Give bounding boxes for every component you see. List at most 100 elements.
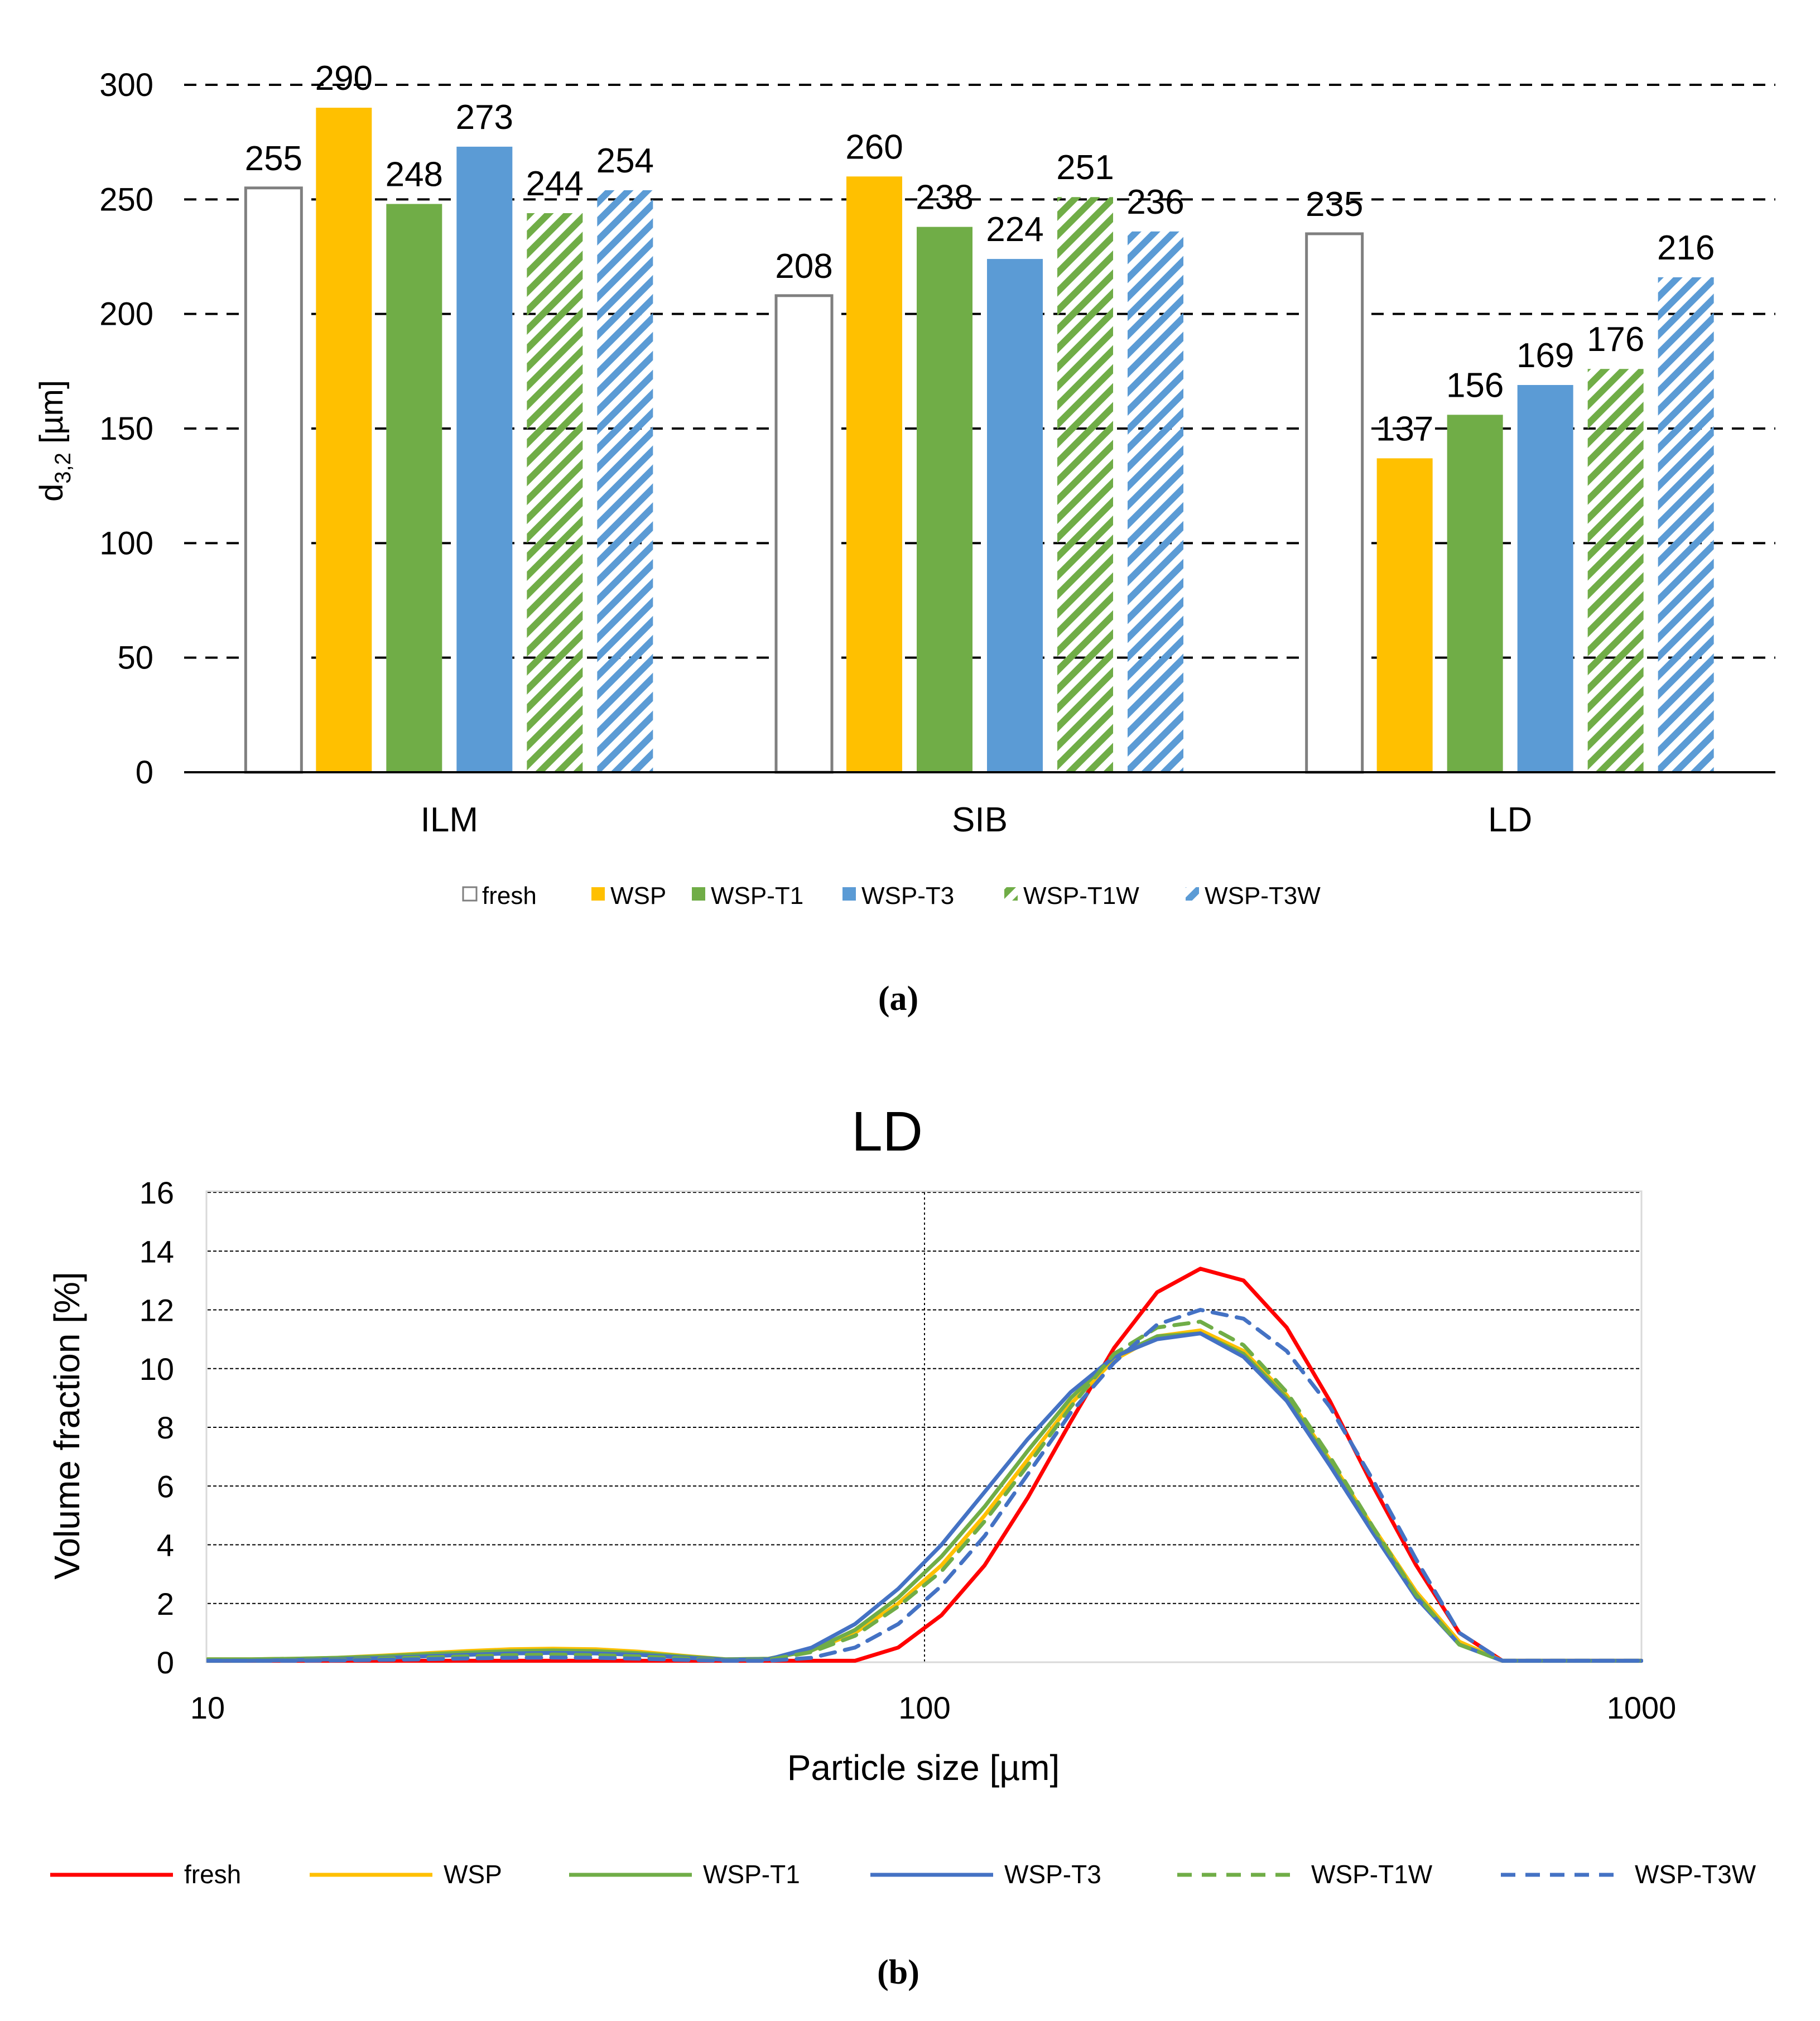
b-y-axis-title: Volume fraction [%] bbox=[47, 1272, 87, 1579]
a-data-label: 251 bbox=[1056, 148, 1114, 187]
a-legend-label: WSP-T3W bbox=[1205, 882, 1321, 910]
a-y-axis-title-sub: 3,2 bbox=[51, 453, 75, 484]
b-line-wsp-t3w bbox=[206, 1308, 1643, 1663]
b-line-wsp-t1 bbox=[206, 1331, 1643, 1663]
b-y-tick-label: 14 bbox=[139, 1234, 174, 1269]
b-y-tick-label: 12 bbox=[139, 1293, 174, 1328]
a-data-label: 273 bbox=[456, 98, 513, 137]
line-chart-panel: LD 0 2 4 6 8 10 12 14 16 10 100 1000 Particle size… bbox=[47, 1100, 1756, 1991]
a-y-tick-label: 150 bbox=[99, 411, 153, 447]
b-legend-label: WSP-T1W bbox=[1311, 1860, 1433, 1889]
b-x-tick-label: 100 bbox=[898, 1690, 950, 1725]
a-data-label: 137 bbox=[1376, 410, 1433, 448]
a-bar-wsp-t1w bbox=[1057, 197, 1113, 772]
b-y-tick-label: 4 bbox=[157, 1528, 174, 1563]
a-legend-label: WSP-T3 bbox=[861, 882, 954, 910]
a-gridlines bbox=[184, 84, 1775, 659]
a-legend-label: WSP-T1 bbox=[711, 882, 803, 910]
b-plot-border bbox=[205, 1190, 1643, 1663]
a-data-label: 235 bbox=[1306, 185, 1363, 224]
a-legend-swatch-wsp-t3w bbox=[1186, 887, 1199, 901]
b-chart-title: LD bbox=[851, 1100, 923, 1163]
a-bar-wsp-t3 bbox=[1517, 384, 1573, 772]
a-bar-wsp bbox=[316, 108, 372, 773]
a-category-label: ILM bbox=[421, 801, 478, 839]
a-bars bbox=[244, 108, 1714, 774]
a-category-label: SIB bbox=[952, 801, 1008, 839]
a-y-tick-label: 0 bbox=[136, 754, 153, 791]
a-y-axis-title-unit: [µm] bbox=[33, 380, 70, 453]
a-y-tick-label: 100 bbox=[99, 525, 153, 561]
b-legend-label: WSP-T3 bbox=[1004, 1860, 1101, 1889]
b-y-tick-label: 2 bbox=[157, 1586, 174, 1621]
a-bar-fresh bbox=[244, 186, 303, 774]
b-legend: fresh WSP WSP-T1 WSP-T3 WSP-T1W WSP-T3W bbox=[50, 1860, 1756, 1889]
a-data-label: 208 bbox=[775, 247, 832, 286]
b-line-fresh bbox=[206, 1267, 1643, 1663]
a-legend-label: fresh bbox=[482, 882, 537, 910]
b-line-wsp-t1w bbox=[206, 1320, 1643, 1663]
a-data-label: 169 bbox=[1516, 336, 1574, 375]
a-bar-wsp-t3 bbox=[987, 259, 1043, 772]
a-y-axis-title: d3,2 [µm] bbox=[33, 380, 75, 502]
a-y-axis-title-main: d bbox=[33, 484, 70, 502]
a-bar-wsp-t1 bbox=[917, 227, 972, 772]
b-legend-label: fresh bbox=[184, 1860, 241, 1889]
a-data-label: 238 bbox=[916, 179, 973, 217]
a-y-tick-labels: 0 50 100 150 200 250 300 bbox=[99, 67, 153, 791]
a-legend-label: WSP-T1W bbox=[1023, 882, 1139, 910]
a-legend-swatch-fresh bbox=[462, 886, 478, 902]
a-bar-wsp-t1 bbox=[386, 204, 442, 773]
a-bar-wsp-t1w bbox=[527, 213, 583, 772]
a-bar-wsp-t3w bbox=[597, 190, 653, 772]
a-category-labels: ILM SIB LD bbox=[421, 801, 1533, 839]
b-x-tick-labels: 10 100 1000 bbox=[190, 1690, 1676, 1725]
a-legend-swatch-wsp-t3 bbox=[842, 887, 856, 901]
a-bar-wsp bbox=[846, 176, 902, 773]
a-legend-swatch-wsp bbox=[591, 887, 605, 901]
b-x-tick-label: 10 bbox=[190, 1690, 225, 1725]
b-legend-label: WSP-T1 bbox=[703, 1860, 800, 1889]
a-legend-swatch-wsp-t1w bbox=[1004, 887, 1018, 901]
a-y-tick-label: 200 bbox=[99, 296, 153, 333]
bar-chart-panel: 0 50 100 150 200 250 300 255 290 248 273 244 254 208… bbox=[33, 59, 1775, 1018]
a-bar-fresh bbox=[774, 294, 834, 774]
a-data-label: 248 bbox=[386, 156, 443, 194]
b-y-tick-label: 0 bbox=[157, 1645, 174, 1680]
b-y-tick-label: 10 bbox=[139, 1351, 174, 1387]
a-data-label: 156 bbox=[1446, 366, 1504, 405]
a-y-tick-label: 300 bbox=[99, 67, 153, 103]
a-data-label: 260 bbox=[845, 128, 903, 166]
b-y-tick-labels: 0 2 4 6 8 10 12 14 16 bbox=[139, 1175, 174, 1680]
panel-label-b: (b) bbox=[877, 1953, 919, 1991]
b-y-tick-label: 16 bbox=[139, 1175, 174, 1210]
a-category-label: LD bbox=[1488, 801, 1532, 839]
panel-label-a: (a) bbox=[878, 980, 918, 1018]
b-series-lines bbox=[206, 1267, 1643, 1663]
b-x-axis-title: Particle size [µm] bbox=[787, 1748, 1060, 1788]
a-data-label: 244 bbox=[526, 165, 584, 203]
a-legend: fresh WSP WSP-T1 WSP-T3 WSP-T1W WSP-T3W bbox=[462, 882, 1321, 910]
a-data-label: 255 bbox=[245, 139, 302, 178]
a-bar-wsp-t3w bbox=[1128, 231, 1183, 772]
a-legend-swatch-wsp-t1 bbox=[692, 887, 705, 901]
a-data-label: 216 bbox=[1657, 229, 1715, 267]
b-y-tick-label: 8 bbox=[157, 1410, 174, 1445]
a-data-label: 290 bbox=[315, 59, 373, 98]
a-bar-wsp-t3 bbox=[456, 146, 513, 772]
a-bar-wsp-t3w bbox=[1658, 277, 1714, 773]
a-data-labels: 255 290 248 273 244 254 208 260 238 224 251 236 235 1… bbox=[245, 59, 1715, 448]
a-data-label: 254 bbox=[596, 142, 654, 180]
a-data-label: 176 bbox=[1587, 320, 1644, 359]
b-gridlines bbox=[208, 1192, 1641, 1663]
b-legend-label: WSP bbox=[444, 1860, 502, 1889]
a-y-tick-label: 50 bbox=[117, 640, 153, 676]
a-y-tick-label: 250 bbox=[99, 181, 153, 218]
a-data-label: 236 bbox=[1126, 183, 1184, 222]
b-x-tick-label: 1000 bbox=[1607, 1690, 1677, 1725]
a-bar-wsp-t1 bbox=[1447, 415, 1503, 772]
b-y-tick-label: 6 bbox=[157, 1469, 174, 1504]
a-bar-wsp bbox=[1376, 458, 1433, 772]
a-bar-wsp-t1w bbox=[1587, 369, 1644, 772]
